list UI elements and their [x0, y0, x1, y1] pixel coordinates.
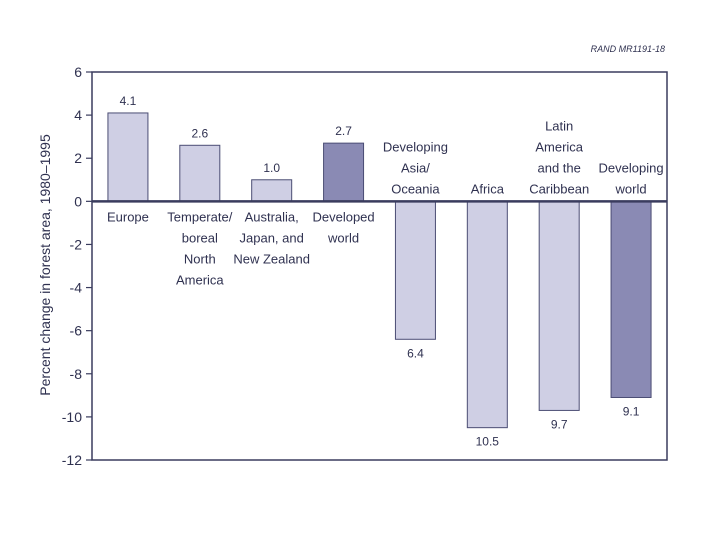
- category-label-line: Caribbean: [529, 181, 589, 196]
- category-label-line: North: [184, 251, 216, 266]
- value-label: 9.7: [551, 417, 568, 431]
- plot-frame: [91, 71, 668, 461]
- bar: [538, 200, 580, 411]
- category-label: Europe: [107, 209, 149, 224]
- category-label-line: Asia/: [401, 160, 430, 175]
- category-label-line: New Zealand: [233, 251, 310, 266]
- category-label: Developing Asia/Oceania: [383, 139, 448, 196]
- y-tick-label: 4: [74, 107, 82, 123]
- y-tick-label: 6: [74, 64, 82, 80]
- category-label: Developing world: [599, 160, 664, 196]
- category-label: Africa: [471, 181, 505, 196]
- category-label: Australia, Japan, and New Zealand: [233, 209, 310, 266]
- y-tick-label: -4: [70, 280, 83, 296]
- bar: [323, 142, 365, 202]
- category-label-line: Developing: [383, 139, 448, 154]
- y-tick-label: -12: [62, 452, 82, 468]
- category-label-line: Developing: [599, 160, 664, 175]
- category-label-line: Australia,: [245, 209, 299, 224]
- category-label-line: Temperate/: [167, 209, 232, 224]
- category-label-line: Europe: [107, 209, 149, 224]
- category-label-line: America: [535, 139, 583, 154]
- category-label: Temperate/boreal North America: [167, 209, 232, 287]
- category-label-line: world: [327, 230, 359, 245]
- category-label-line: world: [615, 181, 647, 196]
- y-tick-label: 2: [74, 150, 82, 166]
- y-axis-title: Percent change in forest area, 1980–1995: [37, 134, 53, 396]
- y-tick-label: -2: [70, 236, 83, 252]
- y-tick-label: 0: [74, 193, 82, 209]
- category-label-line: Japan, and: [240, 230, 304, 245]
- category-label-line: Latin: [545, 118, 573, 133]
- bar: [107, 112, 149, 202]
- value-label: 9.1: [623, 404, 640, 418]
- bar: [610, 200, 652, 398]
- bar: [466, 200, 508, 429]
- category-label-line: and the: [538, 160, 581, 175]
- value-label: 2.7: [335, 124, 352, 138]
- category-label-line: Oceania: [391, 181, 440, 196]
- category-label-line: Africa: [471, 181, 505, 196]
- category-label: Developed world: [312, 209, 374, 245]
- category-label-line: Developed: [312, 209, 374, 224]
- value-label: 1.0: [263, 161, 280, 175]
- bar: [179, 144, 221, 202]
- source-note: RAND MR1191-18: [591, 44, 665, 54]
- plot-area: 6 4 2 0 -2 -4 -6 -8 -10 -12 4.1 Europe 2.6 Temperate/…: [62, 64, 668, 468]
- bar: [251, 179, 293, 202]
- y-tick-label: -6: [70, 323, 83, 339]
- bar: [394, 200, 436, 340]
- category-label: Latin America and the Caribbean: [529, 118, 589, 196]
- y-tick-label: -8: [70, 366, 83, 382]
- value-label: 4.1: [120, 94, 137, 108]
- value-label: 10.5: [476, 435, 500, 449]
- category-label-line: America: [176, 272, 224, 287]
- value-label: 6.4: [407, 346, 424, 360]
- y-tick-label: -10: [62, 409, 82, 425]
- category-label-line: boreal: [182, 230, 218, 245]
- value-label: 2.6: [191, 126, 208, 140]
